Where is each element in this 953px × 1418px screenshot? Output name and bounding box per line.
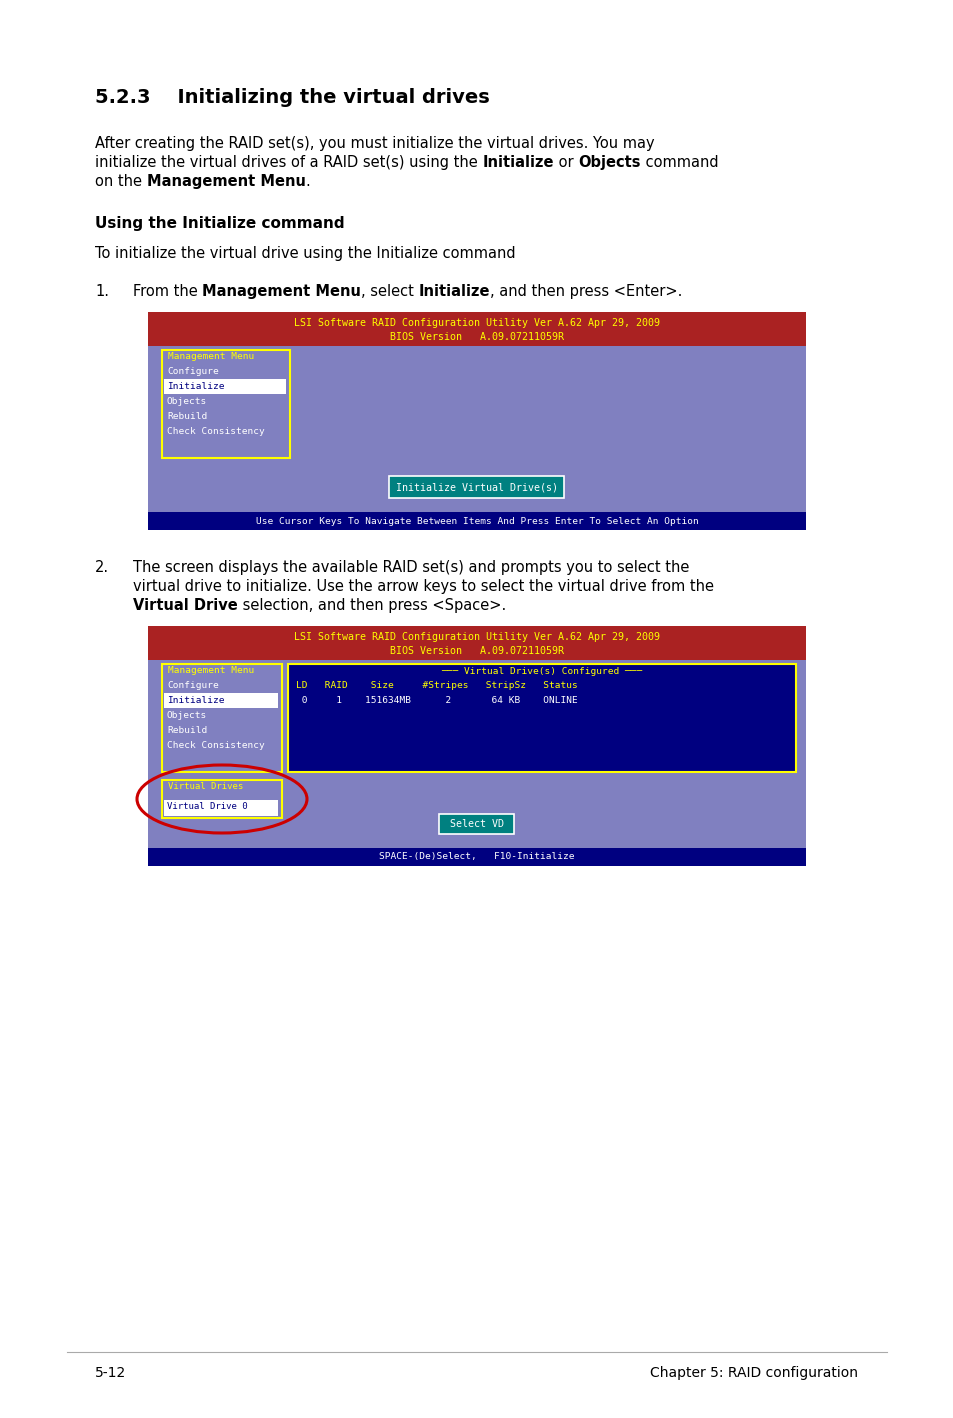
Text: Objects: Objects bbox=[578, 155, 640, 170]
Text: .: . bbox=[305, 174, 310, 189]
Text: 2.: 2. bbox=[95, 560, 109, 576]
Bar bbox=[162, 780, 282, 818]
Bar bbox=[162, 664, 282, 771]
Text: Initialize Virtual Drive(s): Initialize Virtual Drive(s) bbox=[395, 482, 558, 492]
Text: Virtual Drive 0: Virtual Drive 0 bbox=[167, 803, 248, 811]
Text: initialize the virtual drives of a RAID set(s) using the: initialize the virtual drives of a RAID … bbox=[95, 155, 482, 170]
Text: Management Menu: Management Menu bbox=[147, 174, 305, 189]
Bar bbox=[148, 625, 805, 659]
Text: selection, and then press <Space>.: selection, and then press <Space>. bbox=[237, 598, 505, 613]
Text: LSI Software RAID Configuration Utility Ver A.62 Apr 29, 2009: LSI Software RAID Configuration Utility … bbox=[294, 632, 659, 642]
Bar bbox=[164, 379, 286, 394]
Text: From the: From the bbox=[132, 284, 202, 299]
Text: command: command bbox=[640, 155, 718, 170]
Text: Initialize: Initialize bbox=[418, 284, 490, 299]
Text: Initialize: Initialize bbox=[167, 696, 224, 705]
Text: virtual drive to initialize. Use the arrow keys to select the virtual drive from: virtual drive to initialize. Use the arr… bbox=[132, 579, 713, 594]
Text: Management Menu: Management Menu bbox=[168, 666, 254, 675]
Text: , and then press <Enter>.: , and then press <Enter>. bbox=[490, 284, 682, 299]
Text: , select: , select bbox=[361, 284, 418, 299]
Text: Chapter 5: RAID configuration: Chapter 5: RAID configuration bbox=[649, 1366, 857, 1380]
Text: Initialize: Initialize bbox=[482, 155, 554, 170]
Text: Configure: Configure bbox=[167, 367, 218, 376]
Text: Use Cursor Keys To Navigate Between Items And Press Enter To Select An Option: Use Cursor Keys To Navigate Between Item… bbox=[255, 516, 698, 526]
Text: ─── Virtual Drive(s) Configured ───: ─── Virtual Drive(s) Configured ─── bbox=[441, 666, 642, 676]
Text: Select VD: Select VD bbox=[450, 820, 503, 830]
Bar bbox=[148, 512, 805, 530]
Text: To initialize the virtual drive using the Initialize command: To initialize the virtual drive using th… bbox=[95, 245, 515, 261]
Text: Configure: Configure bbox=[167, 681, 218, 691]
Bar bbox=[389, 476, 564, 498]
Bar bbox=[148, 625, 805, 866]
Text: 1.: 1. bbox=[95, 284, 109, 299]
Text: LD   RAID    Size     #Stripes   StripSz   Status: LD RAID Size #Stripes StripSz Status bbox=[295, 681, 578, 691]
Text: Using the Initialize command: Using the Initialize command bbox=[95, 216, 344, 231]
Bar bbox=[164, 693, 277, 708]
Text: SPACE-(De)Select,   F10-Initialize: SPACE-(De)Select, F10-Initialize bbox=[379, 852, 574, 862]
Text: Rebuild: Rebuild bbox=[167, 413, 207, 421]
Text: Check Consistency: Check Consistency bbox=[167, 742, 265, 750]
Text: The screen displays the available RAID set(s) and prompts you to select the: The screen displays the available RAID s… bbox=[132, 560, 689, 576]
Text: BIOS Version   A.09.07211059R: BIOS Version A.09.07211059R bbox=[390, 332, 563, 342]
Text: or: or bbox=[554, 155, 578, 170]
Bar bbox=[288, 664, 795, 771]
Bar bbox=[164, 800, 277, 815]
Text: Rebuild: Rebuild bbox=[167, 726, 207, 735]
Bar bbox=[148, 848, 805, 866]
Bar bbox=[148, 312, 805, 530]
Text: Virtual Drive: Virtual Drive bbox=[132, 598, 237, 613]
Text: Objects: Objects bbox=[167, 397, 207, 406]
Text: LSI Software RAID Configuration Utility Ver A.62 Apr 29, 2009: LSI Software RAID Configuration Utility … bbox=[294, 318, 659, 328]
Text: on the: on the bbox=[95, 174, 147, 189]
Bar bbox=[162, 350, 290, 458]
Text: 0     1    151634MB      2       64 KB    ONLINE: 0 1 151634MB 2 64 KB ONLINE bbox=[295, 696, 578, 705]
Text: Check Consistency: Check Consistency bbox=[167, 427, 265, 435]
Text: After creating the RAID set(s), you must initialize the virtual drives. You may: After creating the RAID set(s), you must… bbox=[95, 136, 654, 150]
Text: 5.2.3    Initializing the virtual drives: 5.2.3 Initializing the virtual drives bbox=[95, 88, 489, 106]
Text: Management Menu: Management Menu bbox=[202, 284, 361, 299]
Bar bbox=[439, 814, 514, 834]
Text: Objects: Objects bbox=[167, 710, 207, 720]
Text: Management Menu: Management Menu bbox=[168, 352, 254, 362]
Text: Initialize: Initialize bbox=[167, 381, 224, 391]
Text: BIOS Version   A.09.07211059R: BIOS Version A.09.07211059R bbox=[390, 647, 563, 657]
Bar bbox=[148, 312, 805, 346]
Text: Virtual Drives: Virtual Drives bbox=[168, 781, 243, 791]
Text: 5-12: 5-12 bbox=[95, 1366, 126, 1380]
